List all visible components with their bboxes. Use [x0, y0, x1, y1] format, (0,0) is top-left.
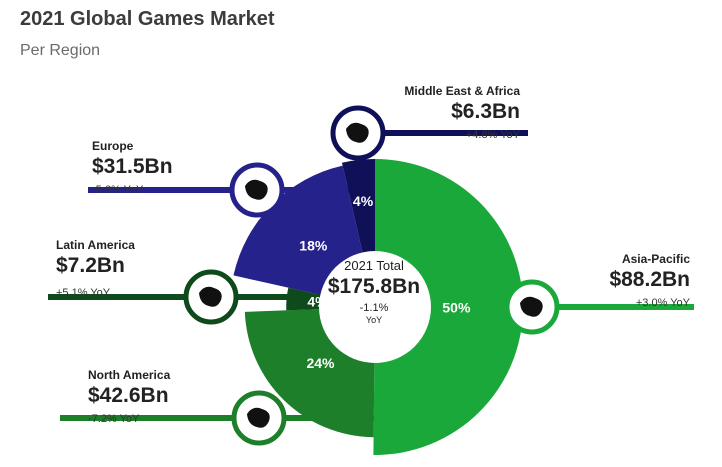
region-yoy: -7.2% YoY	[88, 413, 140, 425]
region-value: $31.5Bn	[92, 155, 173, 178]
region-yoy: +4.8% YoY	[465, 129, 520, 141]
latin-america-map-icon	[183, 269, 239, 325]
share-label-asia-pacific: 50%	[442, 299, 471, 315]
region-name: North America	[88, 368, 171, 382]
region-name: Asia-Pacific	[621, 252, 690, 266]
share-label-middle-east-africa: 4%	[353, 193, 374, 209]
chart-title: 2021 Global Games Market	[20, 8, 275, 30]
region-name: Europe	[92, 139, 134, 153]
region-yoy: +5.1% YoY	[56, 287, 111, 299]
total-yoy: -1.1%	[359, 302, 389, 314]
label-europe: Europe $31.5Bn -5.6% YoY	[92, 139, 173, 196]
label-north-america: North America $42.6Bn -7.2% YoY	[88, 368, 170, 425]
label-middle-east-africa: Middle East & Africa $6.3Bn +4.8% YoY	[404, 84, 520, 141]
region-value: $6.3Bn	[451, 100, 520, 123]
total-value: $175.8Bn	[327, 275, 421, 298]
middle-east-africa-map-icon	[330, 105, 386, 161]
chart-subtitle: Per Region	[20, 42, 101, 59]
region-icons	[183, 105, 560, 446]
europe-map-icon	[229, 162, 285, 218]
label-latin-america: Latin America $7.2Bn +5.1% YoY	[56, 238, 135, 299]
slice-asia-pacific	[373, 159, 523, 455]
label-asia-pacific: Asia-Pacific $88.2Bn +3.0% YoY	[609, 252, 690, 309]
region-value: $7.2Bn	[56, 254, 125, 277]
center-circle	[319, 251, 431, 363]
total-yoy-suffix: YoY	[365, 315, 383, 325]
share-label-europe: 18%	[299, 238, 328, 254]
region-yoy: -5.6% YoY	[92, 184, 144, 196]
region-value: $88.2Bn	[609, 268, 690, 291]
asia-pacific-map-icon	[504, 279, 560, 335]
region-name: Middle East & Africa	[404, 84, 520, 98]
region-value: $42.6Bn	[88, 384, 169, 407]
north-america-map-icon	[231, 390, 287, 446]
share-label-north-america: 24%	[306, 355, 335, 371]
total-label: 2021 Total $175.8Bn -1.1% YoY	[312, 258, 436, 325]
region-yoy: +3.0% YoY	[635, 297, 690, 309]
total-title: 2021 Total	[344, 258, 404, 273]
region-name: Latin America	[56, 238, 135, 252]
